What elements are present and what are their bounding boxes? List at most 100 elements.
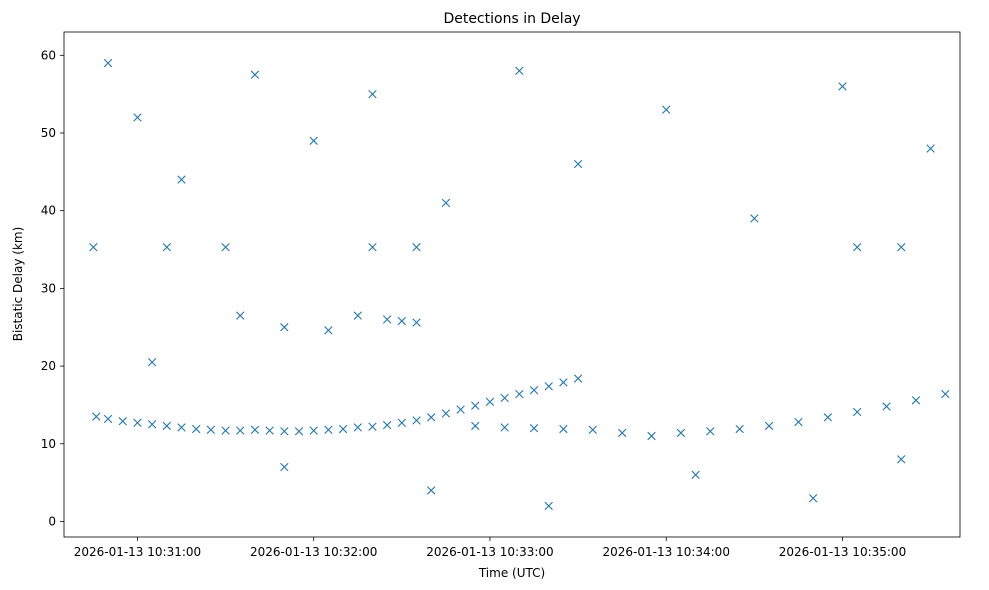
data-point [794, 417, 803, 427]
y-tick-label: 10 [41, 437, 56, 451]
data-point [92, 412, 101, 421]
data-point [133, 113, 142, 122]
data-point [471, 401, 480, 410]
y-axis-label: Bistatic Delay (km) [11, 227, 25, 342]
data-point [427, 486, 436, 495]
data-point [353, 423, 362, 432]
data-point [103, 414, 113, 424]
data-point [177, 175, 186, 184]
data-point [808, 493, 818, 503]
data-point [397, 418, 407, 427]
data-point [617, 428, 627, 438]
x-tick-label: 2026-01-13 10:34:00 [603, 545, 730, 559]
data-point [573, 374, 583, 383]
data-point [852, 243, 862, 252]
y-tick-label: 40 [41, 204, 56, 218]
y-tick-label: 50 [41, 126, 56, 140]
data-point [529, 385, 539, 395]
data-point [559, 378, 568, 387]
x-tick-label: 2026-01-13 10:31:00 [74, 545, 201, 559]
data-point [250, 70, 260, 79]
data-marks [89, 58, 950, 511]
data-point [147, 420, 157, 429]
data-point [236, 426, 245, 435]
data-point [911, 396, 921, 405]
y-tick-label: 60 [41, 48, 56, 62]
data-point [529, 424, 539, 433]
data-point [515, 389, 524, 399]
data-point [764, 421, 774, 431]
data-point [573, 159, 583, 169]
data-point [676, 428, 686, 438]
data-point [162, 421, 172, 431]
data-point [706, 427, 715, 436]
data-point [647, 431, 656, 441]
data-point [162, 243, 172, 252]
data-point [368, 422, 377, 431]
data-point [544, 501, 553, 511]
data-point [559, 424, 568, 434]
data-point [103, 58, 113, 68]
data-point [515, 66, 524, 76]
data-point [309, 426, 318, 435]
data-point [588, 425, 597, 434]
data-point [926, 144, 935, 153]
data-point [456, 405, 465, 414]
x-tick-label: 2026-01-13 10:32:00 [250, 545, 377, 559]
x-axis-label: Time (UTC) [478, 566, 545, 580]
data-point [206, 425, 216, 434]
data-point [324, 425, 333, 434]
data-point [294, 427, 304, 436]
data-point [500, 393, 509, 403]
data-point [265, 426, 274, 435]
data-point [427, 413, 436, 422]
data-point [897, 455, 906, 464]
chart-title: Detections in Delay [443, 11, 580, 27]
data-point [221, 426, 230, 435]
data-point [338, 424, 348, 434]
data-point [133, 418, 142, 427]
data-point [147, 358, 157, 367]
x-tick-label: 2026-01-13 10:33:00 [426, 545, 553, 559]
data-point [353, 311, 362, 320]
data-point [368, 243, 377, 252]
x-axis-ticks: 2026-01-13 10:31:00 2026-01-13 10:32:00 20… [74, 537, 906, 559]
y-axis-ticks: 0 10 20 30 40 50 60 [41, 48, 64, 528]
data-point [382, 315, 392, 324]
data-point [324, 326, 333, 335]
data-point [691, 470, 700, 480]
data-point [471, 421, 480, 431]
data-point [89, 243, 98, 252]
data-point [823, 413, 832, 422]
y-tick-label: 30 [41, 281, 56, 295]
data-point [412, 243, 421, 252]
data-point [236, 311, 245, 320]
data-point [280, 323, 289, 332]
data-point [750, 214, 759, 223]
data-point [221, 243, 230, 252]
data-point [838, 82, 847, 91]
plot-frame [63, 31, 961, 538]
data-point [412, 318, 421, 327]
data-point [735, 424, 744, 434]
data-point [441, 198, 451, 208]
y-tick-label: 20 [41, 359, 56, 373]
data-point [250, 425, 260, 434]
data-point [852, 407, 862, 417]
data-point [662, 105, 671, 114]
y-tick-label: 0 [48, 514, 56, 528]
data-point [544, 382, 553, 391]
data-point [897, 243, 906, 252]
data-point [441, 409, 451, 418]
x-tick-label: 2026-01-13 10:35:00 [779, 545, 906, 559]
data-point [412, 416, 421, 425]
data-point [118, 417, 127, 426]
data-point [397, 316, 407, 326]
data-point [485, 397, 495, 407]
data-point [177, 423, 186, 432]
data-point [941, 389, 950, 399]
data-point [192, 424, 201, 434]
data-point [309, 136, 318, 145]
